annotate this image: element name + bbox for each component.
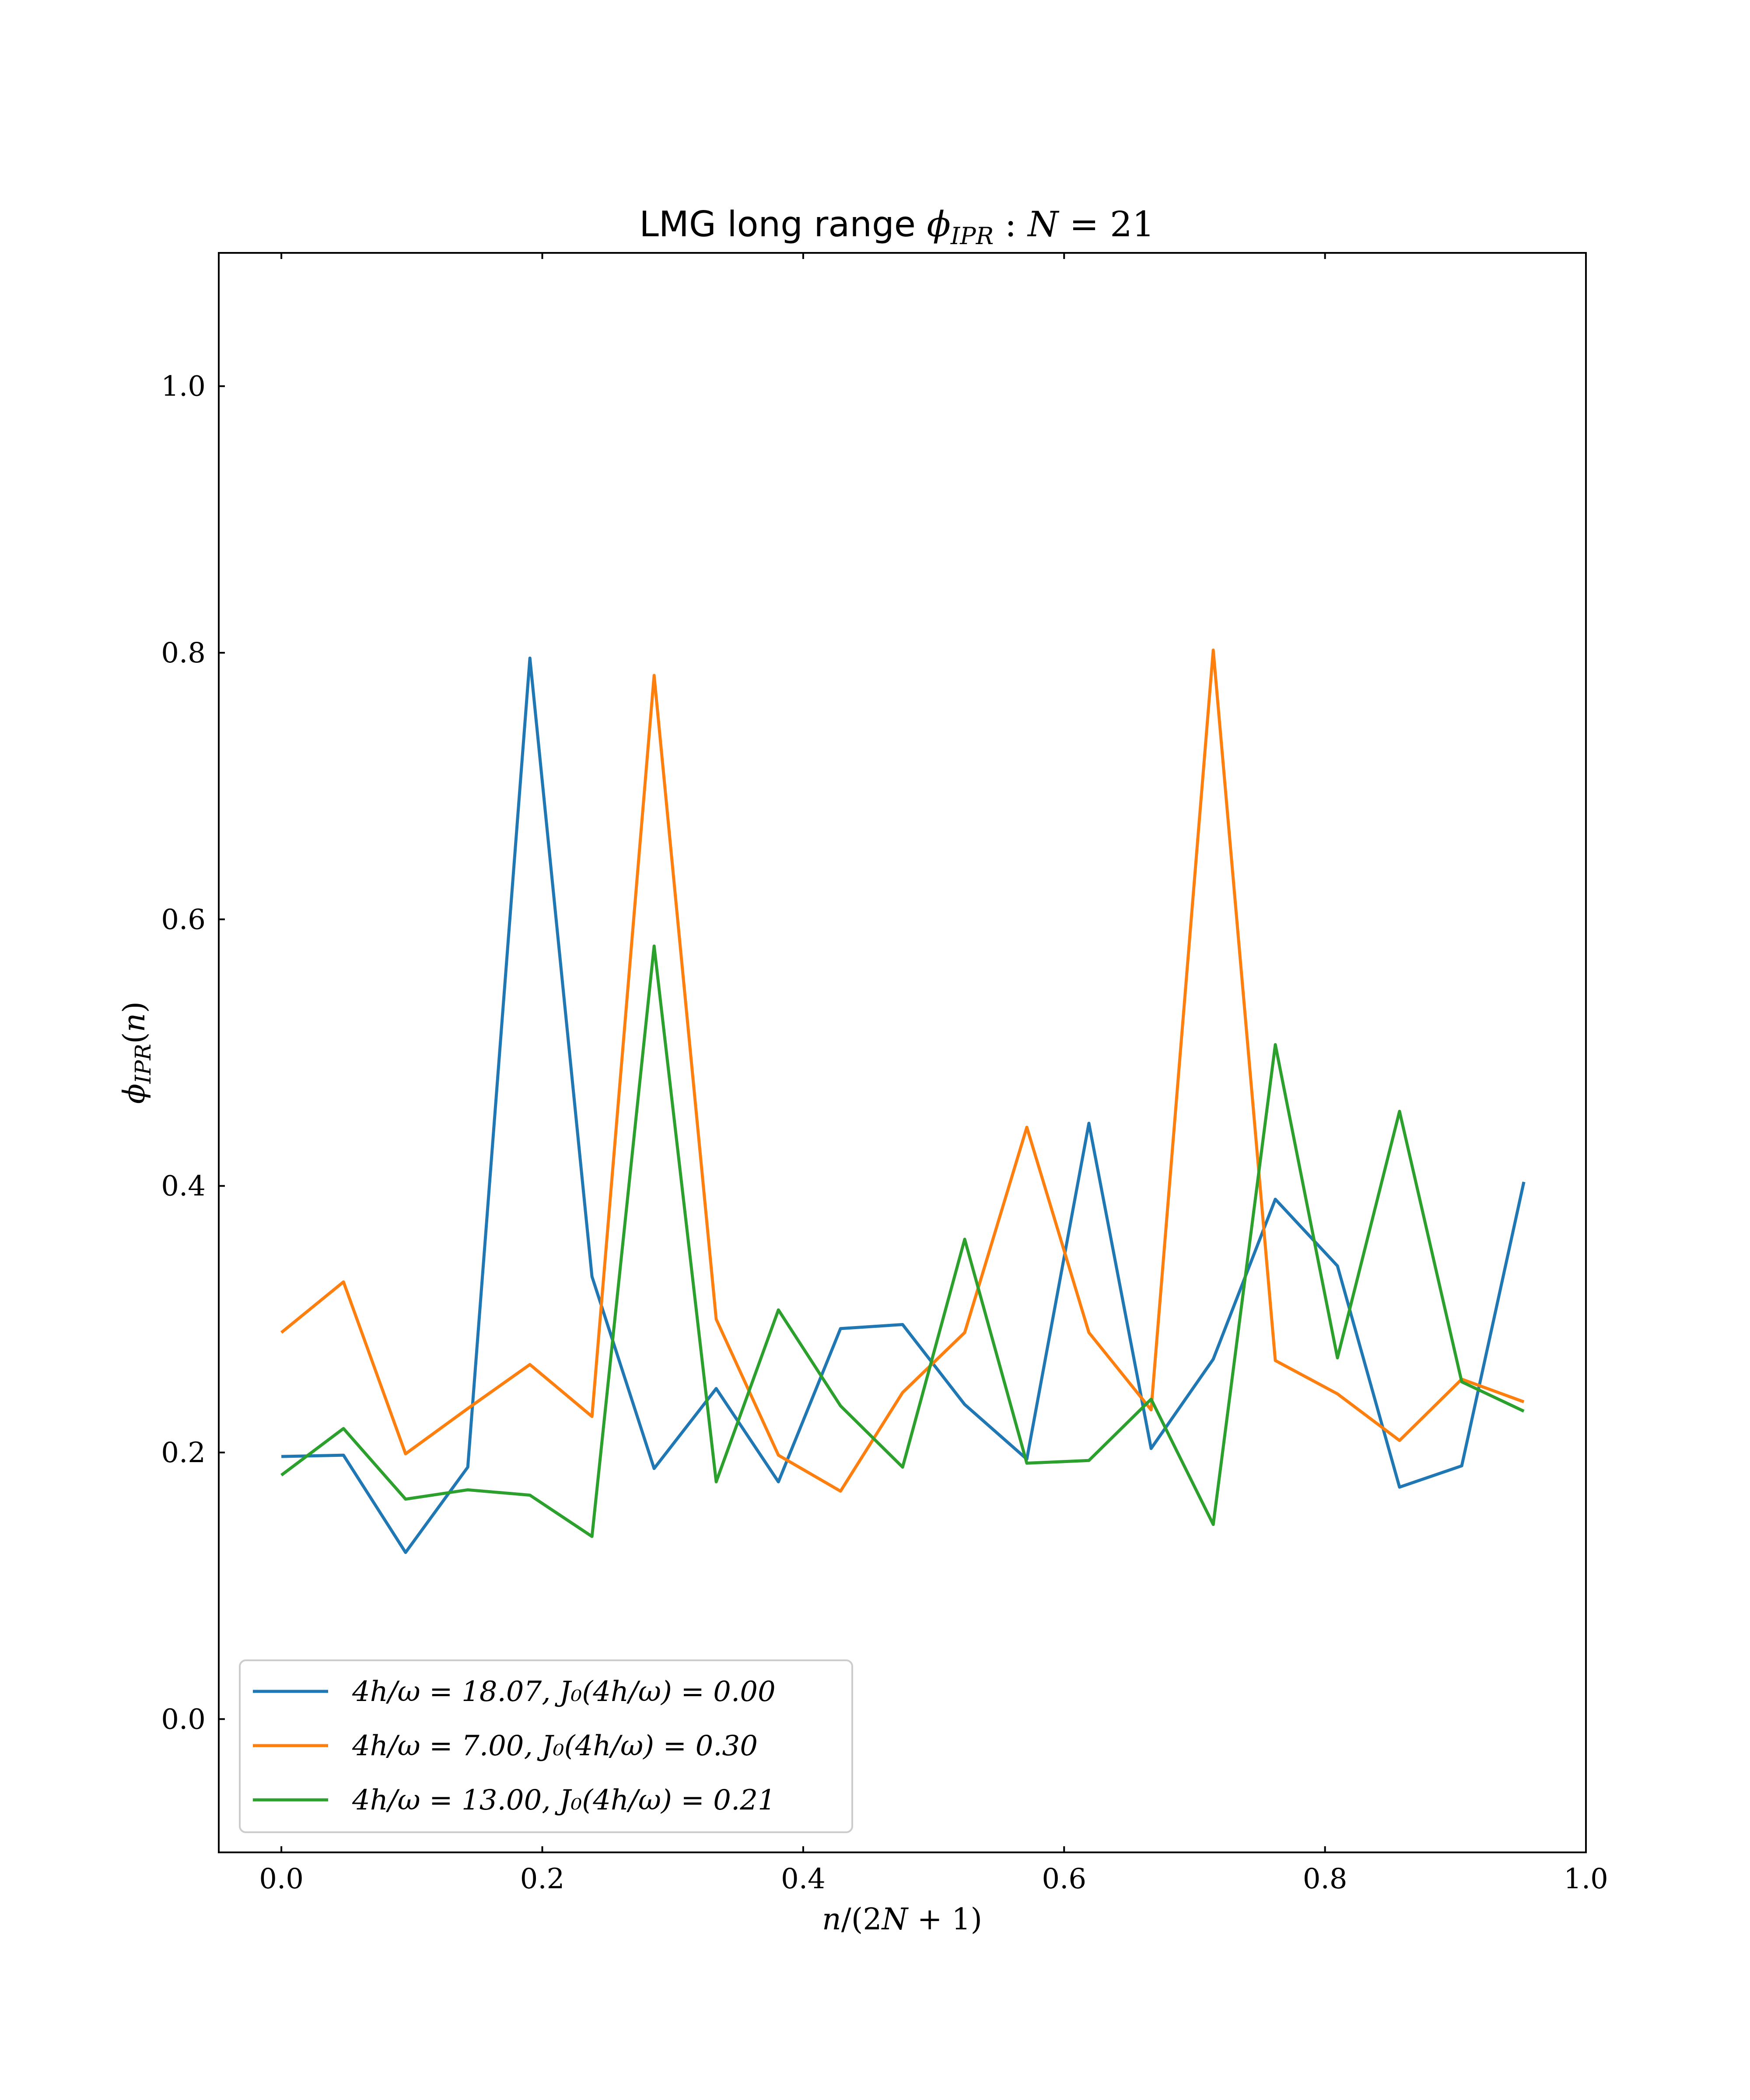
x-tick-label: 0.4 [781, 1863, 826, 1895]
y-tick-label: 0.6 [161, 903, 206, 936]
legend-entry-3: 4h/ω = 13.00, J₀(4h/ω) = 0.21 [253, 1784, 776, 1816]
x-tick-label: 1.0 [1564, 1863, 1608, 1895]
y-tick-label: 0.4 [161, 1170, 206, 1203]
y-axis: 0.0 0.2 0.4 0.6 0.8 1.0 [161, 371, 225, 1736]
legend-label: 4h/ω = 7.00, J₀(4h/ω) = 0.30 [352, 1730, 758, 1762]
y-tick-label: 0.0 [161, 1703, 206, 1736]
legend-label: 4h/ω = 13.00, J₀(4h/ω) = 0.21 [352, 1784, 776, 1816]
legend-entry-1: 4h/ω = 18.07, J₀(4h/ω) = 0.00 [253, 1676, 776, 1708]
x-axis: 0.0 0.2 0.4 0.6 0.8 1.0 [259, 253, 1608, 1895]
y-tick-label: 0.2 [161, 1437, 206, 1469]
y-tick-label: 0.8 [161, 637, 206, 669]
x-tick-label: 0.8 [1303, 1863, 1348, 1895]
x-axis-label: n/(2N + 1) [822, 1902, 982, 1937]
legend: 4h/ω = 18.07, J₀(4h/ω) = 0.00 4h/ω = 7.00… [239, 1659, 853, 1833]
title-phi: ϕ [927, 204, 951, 245]
x-tick-label: 0.2 [520, 1863, 565, 1895]
legend-box [239, 1659, 853, 1833]
x-tick-label: 0.6 [1042, 1863, 1086, 1895]
chart-title: LMG long range ϕIPR : N = 21 [639, 204, 1155, 250]
y-axis-label: ϕIPR(n) [117, 1001, 156, 1104]
legend-label: 4h/ω = 18.07, J₀(4h/ω) = 0.00 [352, 1676, 776, 1708]
plot-area: 0.0 0.2 0.4 0.6 0.8 1.0 0.0 0.2 0.4 0.6 0.8 1.0 [161, 252, 1608, 1895]
plot-frame [218, 252, 1587, 1853]
series-line-3 [280, 944, 1525, 1538]
legend-entry-2: 4h/ω = 7.00, J₀(4h/ω) = 0.30 [253, 1730, 758, 1762]
series-line-1 [281, 656, 1526, 1554]
series-group [280, 648, 1526, 1554]
series-line-2 [280, 648, 1525, 1493]
y-tick-label: 1.0 [161, 371, 206, 403]
x-tick-label: 0.0 [259, 1863, 304, 1895]
